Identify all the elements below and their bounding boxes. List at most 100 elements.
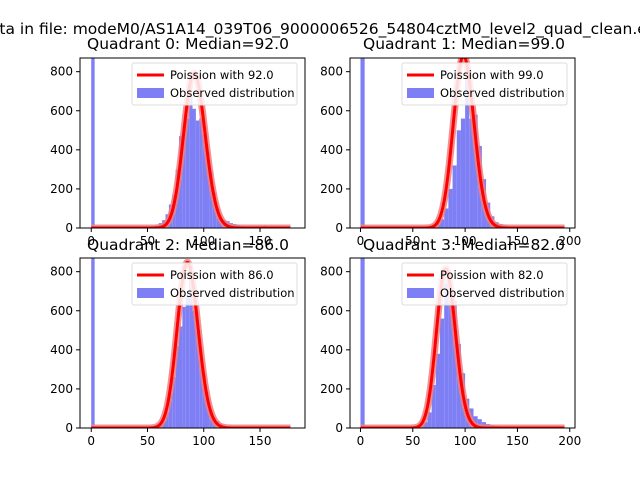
x-tick-label: 100: [454, 234, 477, 248]
legend-label-observed: Observed distribution: [170, 86, 295, 100]
histogram-bar: [477, 419, 482, 428]
panel-title-quadrant-2: Quadrant 2: Median=86.0: [87, 236, 289, 254]
y-tick-label: 400: [320, 143, 343, 157]
panel-quadrant-1: Quadrant 1: Median=99.0 0 50 100 150 200 0 200…: [320, 35, 581, 248]
histogram-bar: [427, 412, 432, 428]
legend-label-poisson: Poission with 92.0: [170, 68, 274, 82]
legend: Poission with 82.0 Observed distribution: [401, 262, 568, 306]
panel-quadrant-0: Quadrant 0: Median=92.0 0 50 100 150 0 200 400…: [50, 35, 306, 248]
histogram-bar: [452, 300, 457, 428]
y-tick-label: 400: [50, 143, 73, 157]
y-tick-label: 800: [320, 265, 343, 279]
x-tick-label: 50: [405, 234, 420, 248]
x-tick-label: 150: [506, 234, 529, 248]
histogram-bar: [182, 126, 186, 228]
legend-label-poisson: Poission with 82.0: [440, 268, 544, 282]
histogram-bar: [185, 295, 190, 428]
legend: Poission with 86.0 Observed distribution: [131, 262, 298, 306]
x-tick-label: 50: [140, 234, 155, 248]
histogram-bar: [195, 120, 200, 228]
x-tick-label: 100: [454, 434, 477, 448]
axes-frame: [349, 57, 576, 229]
histogram-bar: [175, 345, 180, 428]
histogram-bar: [185, 118, 190, 228]
histogram-bar: [202, 134, 207, 228]
y-tick-label: 400: [320, 343, 343, 357]
histogram-bar: [448, 188, 453, 228]
histogram-bar: [189, 277, 193, 428]
histogram-bar: [189, 87, 193, 228]
legend-box: [131, 262, 298, 306]
histogram-bar: [469, 118, 474, 228]
y-tick-label: 200: [50, 182, 73, 196]
y-tick-label: 600: [320, 104, 343, 118]
x-tick-label: 50: [140, 434, 155, 448]
y-tick-label: 200: [320, 182, 343, 196]
histogram-bar: [192, 310, 196, 428]
y-tick-label: 600: [50, 304, 73, 318]
histogram-bar: [172, 377, 176, 428]
legend-bar-swatch: [137, 88, 164, 98]
histogram-bar: [465, 71, 470, 228]
legend-label-poisson: Poission with 86.0: [170, 268, 274, 282]
histogram-bar: [209, 171, 213, 228]
legend-label-observed: Observed distribution: [170, 286, 295, 300]
x-tick-label: 100: [192, 434, 215, 448]
histogram-bar: [360, 258, 365, 428]
histogram-bar: [452, 165, 457, 228]
histogram-bar: [195, 324, 200, 428]
histogram-bar: [448, 295, 453, 428]
histogram-bar: [440, 318, 445, 428]
x-tick-label: 0: [87, 234, 95, 248]
histogram-bar: [435, 353, 440, 428]
histogram-bar: [460, 118, 466, 228]
legend-bar-swatch: [137, 288, 164, 298]
x-tick-label: 100: [192, 234, 215, 248]
y-tick-label: 800: [50, 65, 73, 79]
histogram-bar: [168, 392, 173, 428]
histogram-bar: [423, 422, 428, 428]
panel-quadrant-3: Quadrant 3: Median=82.0 0 50 100 150 200 0 200…: [320, 236, 581, 448]
y-tick-label: 0: [335, 421, 343, 435]
legend-box: [131, 62, 298, 106]
plot-area: [358, 258, 567, 428]
y-tick-label: 400: [50, 343, 73, 357]
legend-label-observed: Observed distribution: [440, 86, 565, 100]
plot-area: [358, 58, 567, 228]
legend: Poission with 99.0 Observed distribution: [401, 62, 568, 106]
y-tick-label: 600: [50, 104, 73, 118]
legend-box: [401, 262, 568, 306]
y-tick-label: 600: [320, 304, 343, 318]
x-tick-label: 200: [558, 234, 581, 248]
y-tick-label: 800: [320, 65, 343, 79]
legend-box: [401, 62, 568, 106]
panel-quadrant-2: Quadrant 2: Median=86.0 0 50 100 150 0 200 400…: [50, 236, 306, 448]
histogram-bar: [431, 385, 436, 428]
x-tick-label: 0: [87, 434, 95, 448]
x-tick-label: 0: [357, 234, 365, 248]
histogram-bar: [360, 58, 365, 228]
histogram-bar: [182, 306, 186, 428]
figure-suptitle: Data in file: modeM0/AS1A14_039T06_90000…: [0, 20, 640, 39]
histogram-bar: [444, 208, 449, 228]
histogram-bar: [199, 357, 203, 428]
histogram-bar: [91, 258, 95, 428]
x-tick-label: 150: [249, 434, 272, 448]
histogram-bar: [444, 283, 449, 428]
axes-frame: [349, 257, 576, 429]
histogram-bar: [179, 326, 183, 428]
histogram-bar: [165, 412, 169, 428]
axes-frame: [79, 57, 306, 229]
y-tick-label: 800: [50, 265, 73, 279]
histogram-bar: [199, 118, 203, 228]
histogram-bar: [473, 114, 478, 228]
legend: Poission with 92.0 Observed distribution: [131, 62, 298, 106]
x-tick-label: 50: [405, 434, 420, 448]
histogram-bar: [192, 108, 196, 228]
panel-title-quadrant-1: Quadrant 1: Median=99.0: [363, 35, 565, 53]
histogram-bar: [202, 375, 207, 428]
y-tick-label: 0: [65, 421, 73, 435]
x-tick-label: 200: [558, 434, 581, 448]
y-tick-label: 200: [320, 382, 343, 396]
